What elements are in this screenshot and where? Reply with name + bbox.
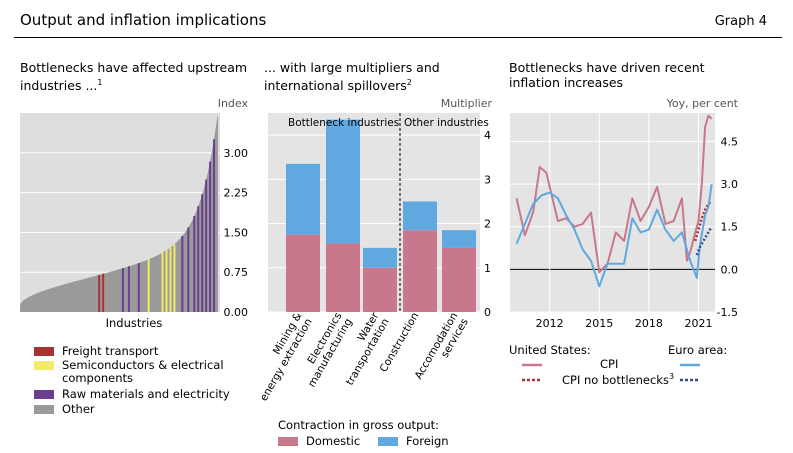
- legend-label-semis: Semiconductors & electrical: [62, 358, 224, 372]
- middle-legend-foreign: Foreign: [378, 434, 449, 448]
- middle-ytick-label: 3: [484, 173, 491, 186]
- middle-panel-title: ... with large multipliers and internati…: [264, 60, 440, 93]
- left-footnote: 1: [97, 78, 103, 87]
- middle-bar-domestic: [286, 234, 320, 312]
- legend-swatch-other: [34, 405, 54, 414]
- right-ytick-label: 4.5: [721, 135, 739, 148]
- middle-bar-domestic: [442, 247, 476, 312]
- middle-title-line2: international spillovers: [264, 78, 407, 94]
- legend-swatch-semis: [34, 361, 54, 370]
- middle-legend-domestic: Domestic: [278, 434, 360, 448]
- right-ytick-label: 1.5: [721, 221, 739, 234]
- legend-label-foreign: Foreign: [406, 434, 449, 448]
- legend-swatch-domestic: [278, 437, 298, 446]
- legend-label-raw: Raw materials and electricity: [62, 387, 230, 401]
- middle-category-label: Mining &energy extraction: [247, 311, 314, 404]
- right-legend-swatches: [522, 363, 700, 382]
- left-ytick-label: 0.75: [224, 266, 249, 279]
- legend-item-other: Other: [34, 402, 230, 417]
- legend-item-freight: Freight transport: [34, 344, 230, 359]
- right-legend-cpinb-label: CPI no bottlenecks3: [562, 372, 674, 387]
- left-ytick-label: 0.00: [224, 306, 249, 319]
- right-chart: -1.5 0.0 1.5 3.0 4.5 2012 2015 2018 2021: [510, 113, 738, 330]
- right-ea-cpi-line: [515, 183, 713, 288]
- legend-item-raw: Raw materials and electricity: [34, 387, 230, 402]
- left-ytick-label: 1.50: [224, 226, 249, 239]
- middle-bar-foreign: [442, 230, 476, 248]
- middle-title-line1: ... with large multipliers and: [264, 60, 440, 75]
- right-xtick-label: 2021: [684, 317, 712, 330]
- middle-bar-foreign: [363, 247, 397, 268]
- middle-ytick-label: 2: [484, 218, 491, 231]
- middle-bar-domestic: [363, 267, 397, 312]
- right-panel-title: Bottlenecks have driven recent inflation…: [509, 60, 705, 90]
- left-area-other: [20, 114, 218, 312]
- left-ytick-label: 2.25: [224, 187, 249, 200]
- left-title-line1: Bottlenecks have affected upstream: [20, 60, 248, 75]
- middle-legend-heading: Contraction in gross output:: [278, 418, 440, 432]
- right-legend-cpi-label: CPI: [600, 357, 619, 371]
- right-ytick-label: 3.0: [721, 178, 739, 191]
- legend-label-other: Other: [62, 402, 95, 416]
- middle-category-label: Accomodationservices: [413, 311, 471, 388]
- middle-bar-domestic: [326, 243, 360, 312]
- legend-label-domestic: Domestic: [306, 434, 361, 448]
- legend-item-semis: Semiconductors & electrical components: [34, 359, 230, 385]
- right-ytick-label: 0.0: [721, 263, 739, 276]
- left-chart: 0.00 0.75 1.50 2.25 3.00: [20, 113, 248, 319]
- right-xtick-label: 2012: [536, 317, 564, 330]
- right-ytick-label: -1.5: [717, 306, 738, 319]
- right-us-cpi-line: [515, 114, 713, 274]
- left-xlabel: Industries: [105, 316, 163, 330]
- right-xtick-label: 2018: [635, 317, 663, 330]
- left-legend: Freight transport Semiconductors & elect…: [34, 344, 230, 417]
- legend-swatch-freight: [34, 347, 54, 356]
- right-plot-background: [510, 113, 715, 312]
- right-ea-cpi-no-bottlenecks-line: [695, 226, 713, 256]
- middle-ytick-label: 4: [484, 129, 491, 142]
- middle-bar-domestic: [403, 230, 437, 312]
- left-unit-label: Index: [217, 97, 248, 110]
- legend-label-semis-2: components: [62, 371, 134, 385]
- legend-label-freight: Freight transport: [62, 344, 159, 358]
- graph-title: Output and inflation implications: [20, 11, 267, 29]
- right-unit-label: Yoy, per cent: [666, 97, 738, 110]
- header-rule: [14, 37, 782, 38]
- right-xtick-label: 2015: [585, 317, 613, 330]
- right-legend-us-label: United States:: [509, 343, 591, 357]
- right-legend-footnote: 3: [668, 372, 675, 381]
- left-panel-title: Bottlenecks have affected upstream indus…: [20, 60, 247, 93]
- left-title-line2: industries ...: [20, 78, 98, 94]
- middle-ytick-label: 1: [484, 262, 491, 275]
- middle-ytick-label: 0: [484, 306, 491, 319]
- middle-bar-foreign: [326, 119, 360, 244]
- legend-swatch-foreign: [378, 437, 398, 446]
- left-ytick-label: 3.00: [224, 147, 249, 160]
- right-legend-ea-label: Euro area:: [668, 343, 728, 357]
- legend-swatch-raw: [34, 390, 54, 399]
- graph-number: Graph 4: [714, 14, 767, 29]
- right-legend-cpinb-text: CPI no bottlenecks: [562, 372, 669, 387]
- middle-unit-label: Multiplier: [440, 97, 492, 110]
- right-title-line2: inflation increases: [509, 75, 624, 90]
- middle-bar-foreign: [403, 201, 437, 231]
- middle-group-label: Other industries: [404, 117, 489, 129]
- middle-footnote: 2: [406, 78, 412, 87]
- right-title-line1: Bottlenecks have driven recent: [509, 60, 705, 75]
- middle-bar-foreign: [286, 163, 320, 235]
- middle-group-label: Bottleneck industries: [288, 117, 399, 129]
